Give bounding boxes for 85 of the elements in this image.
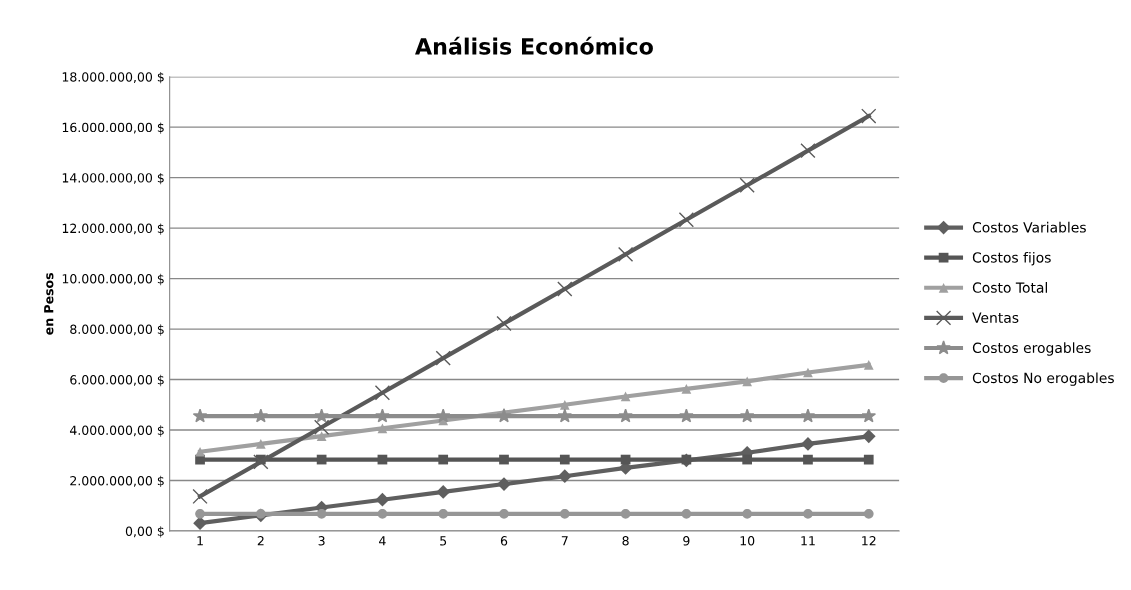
point [617, 246, 634, 263]
legend-label: Costos fijos [972, 251, 1051, 266]
y-tick-label: 6.000.000,00 $ [70, 374, 164, 387]
point [192, 488, 208, 505]
point [316, 431, 327, 441]
point [193, 516, 207, 531]
point [375, 408, 390, 423]
point [679, 408, 694, 423]
x-tick-label: 3 [318, 536, 325, 546]
point [438, 454, 449, 465]
point [618, 408, 633, 423]
point [803, 454, 813, 465]
point [316, 508, 327, 519]
point [195, 446, 205, 457]
point [435, 350, 451, 366]
point [681, 508, 692, 519]
point [192, 408, 208, 423]
legend-label: Costo Total [972, 282, 1047, 293]
point [559, 454, 570, 465]
x-tick-label: 1 [197, 536, 203, 546]
point [800, 408, 816, 423]
point [800, 143, 816, 159]
point [557, 469, 572, 484]
point [557, 281, 573, 297]
point [438, 508, 449, 519]
point [374, 385, 391, 401]
y-tick-label: 18.000.000,00 $ [62, 71, 164, 84]
point [499, 454, 509, 465]
point [255, 508, 266, 519]
point [557, 408, 573, 423]
y-tick-label: 12.000.000,00 $ [62, 223, 164, 235]
point [681, 384, 692, 394]
legend-label: Costos No erogables [972, 372, 1114, 386]
y-tick-label: 0,00 $ [125, 526, 164, 538]
y-tick-label: 14.000.000,00 $ [62, 172, 164, 185]
point [739, 177, 755, 193]
point [375, 492, 390, 507]
chart-title: Análisis Económico [415, 36, 653, 55]
point [496, 315, 512, 332]
point [863, 508, 874, 519]
point [195, 508, 205, 519]
point [559, 399, 570, 410]
point [620, 391, 631, 402]
point [861, 408, 877, 423]
point [742, 508, 753, 519]
x-tick-label: 8 [622, 536, 629, 546]
point [436, 485, 451, 499]
legend-label: Ventas [972, 312, 1019, 323]
point [559, 508, 570, 519]
point [742, 454, 753, 465]
point [377, 508, 388, 519]
x-tick-label: 10 [740, 536, 755, 546]
y-tick-label: 10.000.000,00 $ [62, 273, 164, 286]
point [314, 408, 329, 423]
point [377, 423, 388, 434]
y-tick-label: 4.000.000,00 $ [69, 425, 164, 437]
point [863, 454, 874, 465]
point [739, 408, 755, 423]
legend-label: Costos erogables [972, 342, 1091, 356]
point [253, 408, 269, 423]
y-tick-label: 16.000.000,00 $ [62, 122, 164, 134]
x-tick-label: 5 [440, 536, 447, 546]
point [499, 508, 509, 519]
point [861, 429, 876, 444]
point [863, 360, 874, 370]
point [435, 408, 451, 423]
legend-label: Costos Variables [972, 221, 1086, 233]
point [620, 508, 631, 519]
point [313, 419, 330, 435]
point [861, 108, 877, 124]
x-tick-label: 9 [683, 536, 690, 546]
point [496, 408, 512, 423]
point [742, 376, 753, 387]
point [678, 212, 695, 228]
y-tick-label: 2.000.000,00 $ [70, 475, 164, 488]
x-tick-label: 7 [561, 536, 568, 546]
point [803, 508, 813, 519]
y-tick-label: 8.000.000,00 $ [70, 324, 164, 336]
point [255, 439, 266, 449]
x-tick-label: 2 [257, 536, 264, 546]
x-tick-label: 12 [862, 536, 876, 546]
y-axis-title: en Pesos [44, 273, 54, 335]
x-tick-label: 6 [500, 536, 508, 546]
x-tick-label: 11 [801, 536, 815, 546]
x-tick-label: 4 [379, 536, 386, 546]
